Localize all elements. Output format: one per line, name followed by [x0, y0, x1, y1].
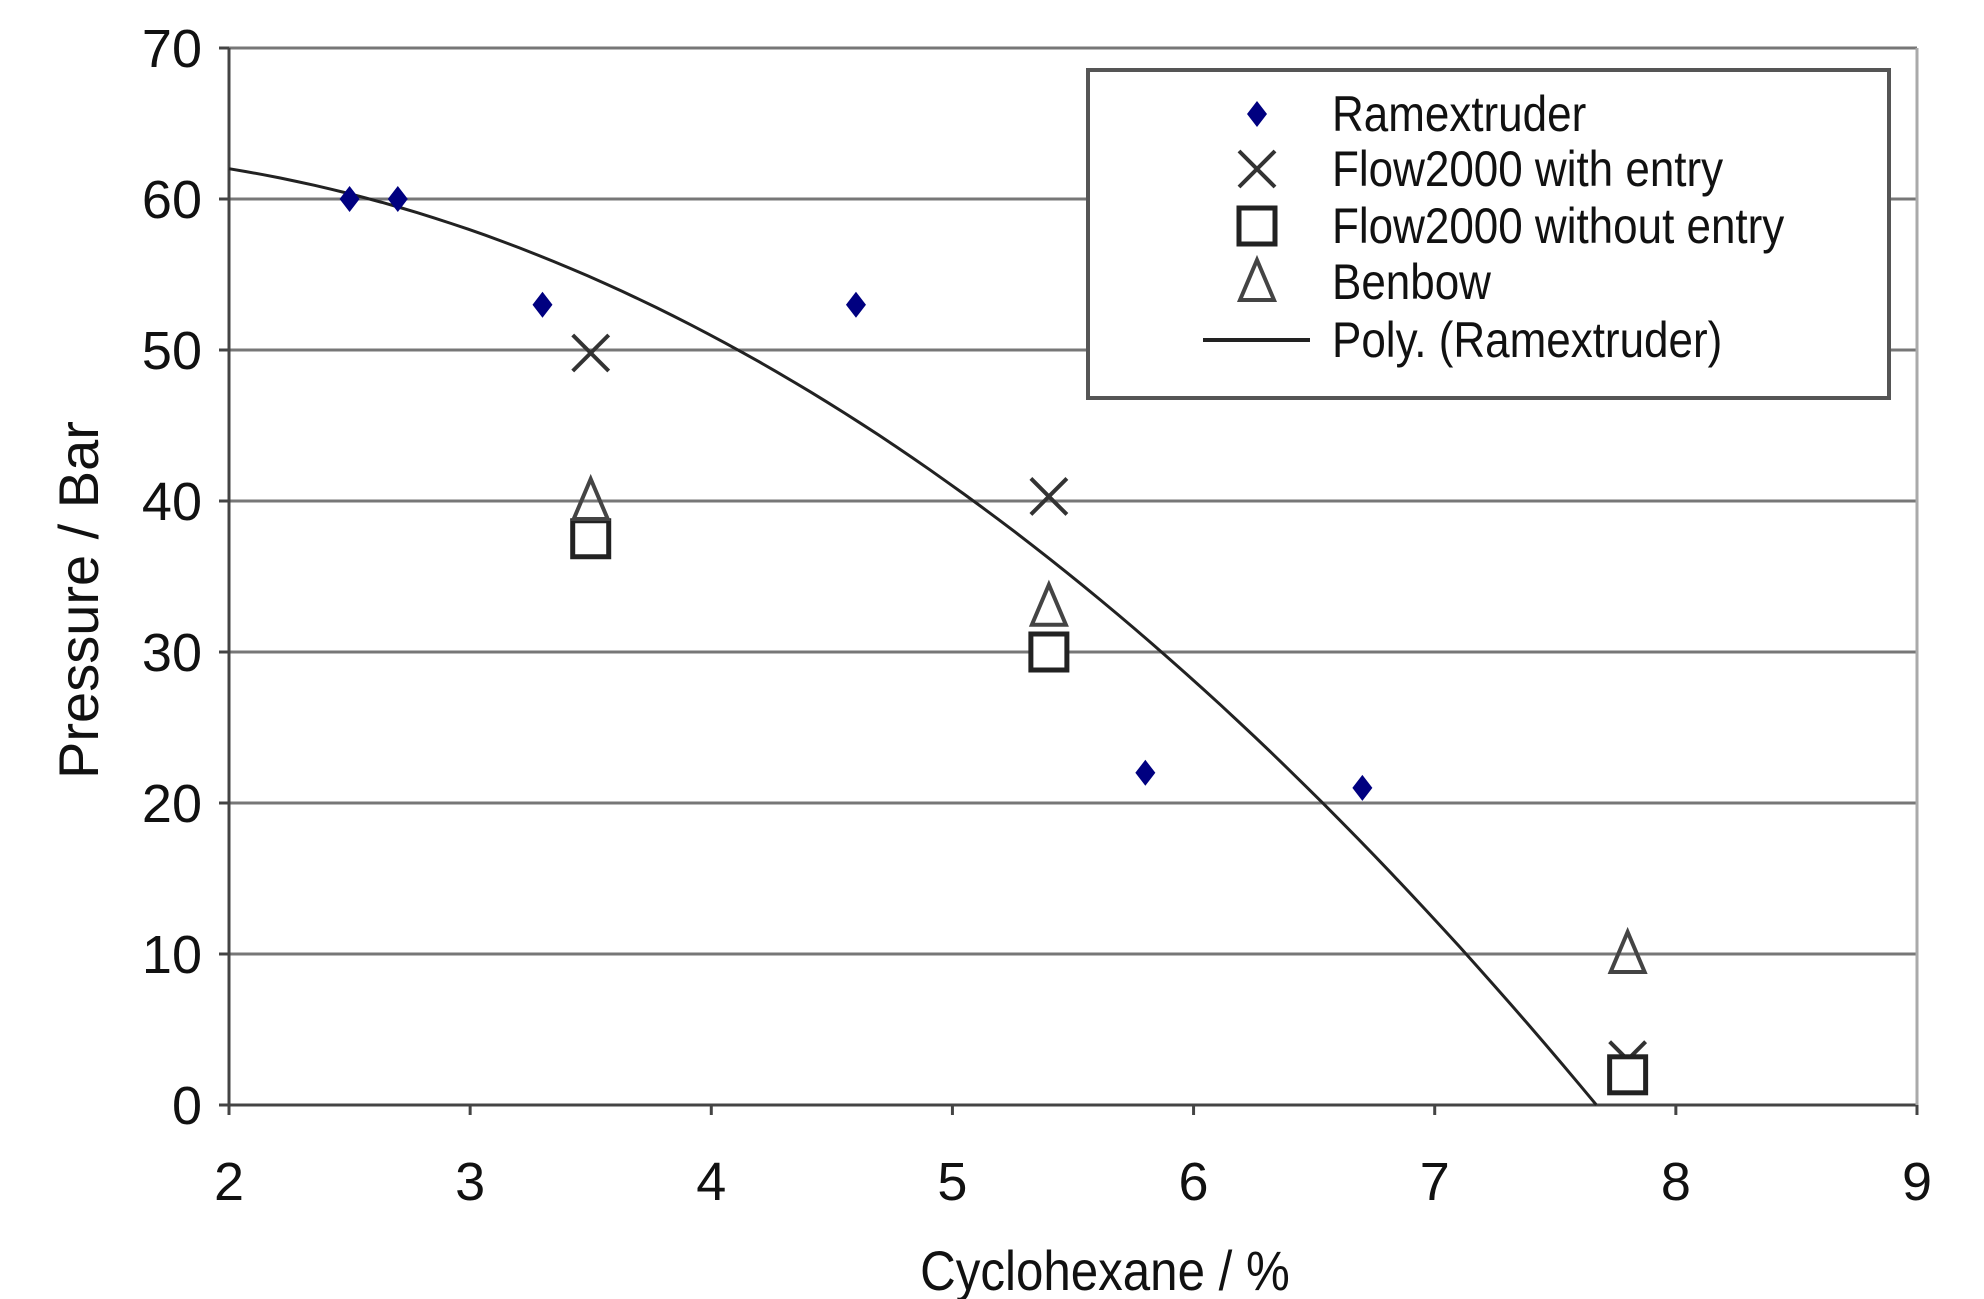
legend-marker-triangle: [1236, 254, 1278, 302]
legend-marker-x: [1237, 149, 1277, 189]
grid: [229, 46, 1917, 956]
y-tick-label: 60: [142, 170, 202, 230]
y-axis-label: Pressure / Bar: [47, 421, 110, 779]
point-diamond: [1352, 774, 1373, 801]
point-diamond: [1135, 759, 1156, 786]
axes: 0 10 20 30 40 50 60 70 2 3 4 5 6 7 8 9: [142, 19, 1932, 1212]
point-x: [571, 333, 611, 373]
point-diamond: [339, 186, 360, 212]
x-tick-label: 7: [1420, 1152, 1450, 1212]
legend-box: [1086, 68, 1891, 400]
x-axis-label: Cyclohexane / %: [920, 1240, 1290, 1299]
legend-label: Benbow: [1332, 253, 1492, 309]
x-tick-label: 5: [937, 1152, 967, 1212]
trendline: [228, 167, 1598, 1106]
x-tick-label: 9: [1902, 1152, 1932, 1212]
x-tick-label: 8: [1661, 1152, 1691, 1212]
point-triangle: [570, 473, 611, 521]
legend-marker-diamond: [1247, 101, 1267, 127]
legend-label: Flow2000 without entry: [1332, 197, 1785, 253]
y-tick-label: 50: [142, 321, 202, 381]
point-triangle: [1607, 926, 1648, 974]
point-x: [1029, 477, 1069, 516]
poly-trendline: [228, 167, 1598, 1106]
y-tick-label: 70: [142, 19, 202, 79]
y-tick-label: 40: [142, 472, 202, 532]
point-diamond: [387, 186, 408, 212]
x-tick-label: 6: [1179, 1152, 1209, 1212]
data-points: [339, 186, 1649, 1096]
point-square: [570, 518, 612, 560]
y-tick-label: 30: [142, 623, 202, 683]
y-tick-label: 10: [142, 925, 202, 985]
x-tick-label: 3: [455, 1152, 485, 1212]
point-square: [1607, 1054, 1649, 1096]
legend-label: Poly. (Ramextruder): [1332, 311, 1722, 367]
legend-marker-square: [1236, 205, 1278, 247]
point-square: [1028, 631, 1070, 673]
legend-label: Flow2000 with entry: [1332, 140, 1724, 196]
y-tick-label: 20: [142, 774, 202, 834]
y-tick-label: 0: [172, 1076, 202, 1136]
x-tick-label: 2: [214, 1152, 244, 1212]
x-tick-label: 4: [696, 1152, 726, 1212]
point-triangle: [1028, 579, 1069, 627]
point-diamond: [845, 291, 866, 318]
legend-label: Ramextruder: [1332, 85, 1586, 141]
point-diamond: [532, 291, 553, 318]
